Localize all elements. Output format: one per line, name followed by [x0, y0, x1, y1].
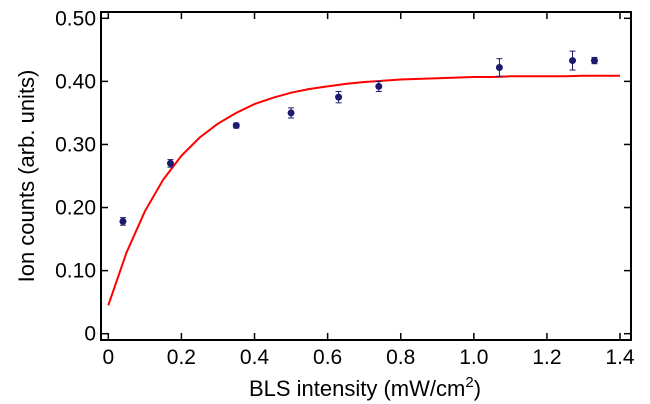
y-tick-label: 0.30	[55, 133, 96, 156]
y-tick-label: 0.50	[55, 7, 96, 30]
data-point	[119, 217, 127, 225]
x-tick-label: 1.4	[605, 346, 635, 369]
data-point	[569, 57, 577, 65]
data-point	[287, 109, 295, 117]
x-tick-label: 0.6	[313, 346, 342, 369]
data-point	[232, 122, 240, 130]
chart-series	[107, 50, 620, 306]
y-axis-title: Ion counts (arb. units)	[14, 70, 39, 283]
x-axis-ticks: 0 0.2 0.4 0.6 0.8 1.0 1.2 1.4	[102, 12, 635, 369]
fit-curve	[107, 74, 620, 306]
data-point	[375, 82, 383, 90]
x-axis-title: BLS intensity (mW/cm2)	[249, 374, 481, 401]
x-tick-label: 0.2	[167, 346, 196, 369]
x-tick-label: 0	[102, 346, 114, 369]
data-point	[495, 64, 503, 72]
x-tick-label: 1.0	[459, 346, 488, 369]
x-tick-label: 0.4	[240, 346, 270, 369]
y-tick-label: 0.40	[55, 70, 96, 93]
x-axis-title-main: BLS intensity (mW/cm	[249, 376, 465, 401]
data-point	[335, 93, 343, 101]
data-point	[590, 57, 598, 65]
x-tick-label: 1.2	[532, 346, 561, 369]
y-tick-label: 0.20	[55, 197, 96, 220]
y-tick-label: 0	[84, 323, 96, 346]
x-axis-title-superscript: 2	[465, 374, 473, 391]
x-tick-label: 0.8	[386, 346, 415, 369]
data-point	[166, 159, 174, 167]
y-tick-label: 0.10	[55, 260, 96, 283]
x-axis-title-suffix: )	[474, 376, 481, 401]
plot-frame	[100, 11, 632, 341]
y-axis-ticks: 0 0.10 0.20 0.30 0.40 0.50	[55, 7, 631, 346]
